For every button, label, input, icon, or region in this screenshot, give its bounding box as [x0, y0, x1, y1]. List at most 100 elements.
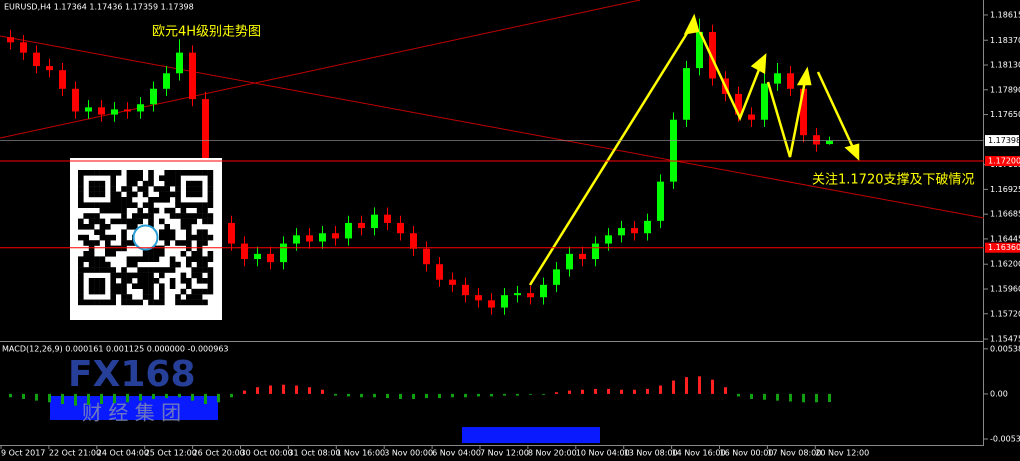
qr-module — [191, 202, 197, 208]
qr-module — [105, 234, 111, 241]
macd-bar — [633, 389, 636, 394]
qr-module — [196, 261, 203, 268]
qr-module — [191, 180, 197, 187]
qr-module — [88, 224, 95, 230]
qr-module — [186, 213, 192, 219]
qr-module — [186, 299, 192, 306]
qr-module — [148, 272, 154, 279]
qr-module — [191, 186, 197, 192]
qr-module — [207, 272, 214, 279]
qr-module — [88, 267, 95, 273]
y-tick-label: 0.00 — [990, 389, 1008, 398]
macd-bar — [750, 393, 753, 399]
macd-bar — [737, 393, 740, 397]
qr-module — [126, 186, 133, 192]
qr-module — [105, 170, 111, 176]
qr-module — [94, 299, 100, 306]
qr-module — [137, 213, 143, 219]
qr-module — [191, 251, 197, 257]
qr-module — [153, 207, 160, 214]
qr-module — [159, 272, 165, 279]
qr-module — [132, 191, 138, 198]
qr-module — [132, 283, 138, 289]
qr-module — [202, 234, 208, 241]
x-tick-label: 17 Nov 08:00 — [767, 449, 821, 458]
qr-module — [159, 294, 165, 300]
qr-module — [142, 186, 149, 192]
candle-body — [72, 88, 79, 112]
qr-module — [159, 197, 165, 203]
qr-module — [164, 180, 170, 187]
qr-module — [94, 191, 100, 198]
qr-module — [148, 288, 154, 295]
qr-module — [110, 288, 116, 295]
qr-module — [121, 283, 127, 289]
qr-module — [207, 283, 214, 289]
qr-module — [88, 299, 95, 306]
qr-module — [169, 267, 176, 273]
qr-module — [115, 191, 122, 198]
y-tick-label: -0.005383 — [990, 434, 1020, 443]
candle-body — [657, 181, 664, 221]
trend-line — [0, 0, 641, 139]
qr-module — [164, 175, 170, 181]
qr-module — [148, 251, 154, 257]
qr-module — [142, 267, 149, 273]
y-tick-label: 1.16445 — [990, 234, 1020, 243]
candle-body — [709, 31, 716, 79]
qr-module — [99, 191, 106, 198]
qr-module — [88, 202, 95, 208]
x-tick-label: 8 Nov 20:00 — [528, 449, 577, 458]
x-tick-label: 16 Nov 00:00 — [720, 449, 774, 458]
qr-module — [121, 218, 127, 225]
arrow — [766, 75, 808, 158]
qr-module — [137, 299, 143, 306]
qr-module — [196, 272, 203, 279]
x-tick-label: 25 Oct 12:00 — [145, 449, 197, 458]
qr-module — [110, 207, 116, 214]
qr-module — [110, 245, 116, 252]
qr-module — [207, 191, 214, 198]
candle-body — [228, 222, 235, 244]
qr-module — [99, 224, 106, 230]
qr-module — [148, 299, 154, 306]
qr-module — [153, 245, 160, 252]
macd-bar — [360, 393, 363, 398]
annotation: 关注1.1720支撑及下破情况 — [812, 173, 975, 188]
qr-module — [202, 202, 208, 208]
macd-bar — [425, 393, 428, 399]
qr-module — [105, 267, 111, 273]
qr-module — [78, 283, 84, 289]
candle-body — [111, 109, 118, 115]
qr-module — [186, 294, 192, 300]
qr-module — [137, 218, 143, 225]
qr-module — [164, 229, 170, 235]
qr-module — [126, 180, 133, 187]
qr-module — [148, 267, 154, 273]
macd-bar — [568, 390, 571, 394]
macd-bar — [529, 393, 532, 395]
watermark-tagline: 财 经 集 团 — [82, 401, 181, 425]
qr-module — [126, 272, 133, 279]
macd-bar — [620, 389, 623, 394]
macd-bar — [607, 388, 610, 394]
qr-module — [99, 202, 106, 208]
qr-module — [169, 256, 176, 262]
qr-module — [88, 218, 95, 225]
macd-bar — [165, 393, 168, 399]
qr-module — [191, 299, 197, 306]
qr-module — [175, 180, 181, 187]
candle-body — [462, 284, 469, 296]
candle-body — [761, 83, 768, 120]
macd-bar — [776, 393, 779, 401]
macd-bar — [230, 393, 233, 398]
qr-module — [99, 170, 106, 176]
qr-module — [175, 294, 181, 300]
watermark-block — [462, 427, 600, 443]
qr-module — [132, 175, 138, 181]
candle-body — [514, 293, 521, 296]
qr-module — [115, 272, 122, 279]
qr-module — [115, 245, 122, 252]
qr-module — [153, 256, 160, 262]
candle-body — [670, 119, 677, 182]
